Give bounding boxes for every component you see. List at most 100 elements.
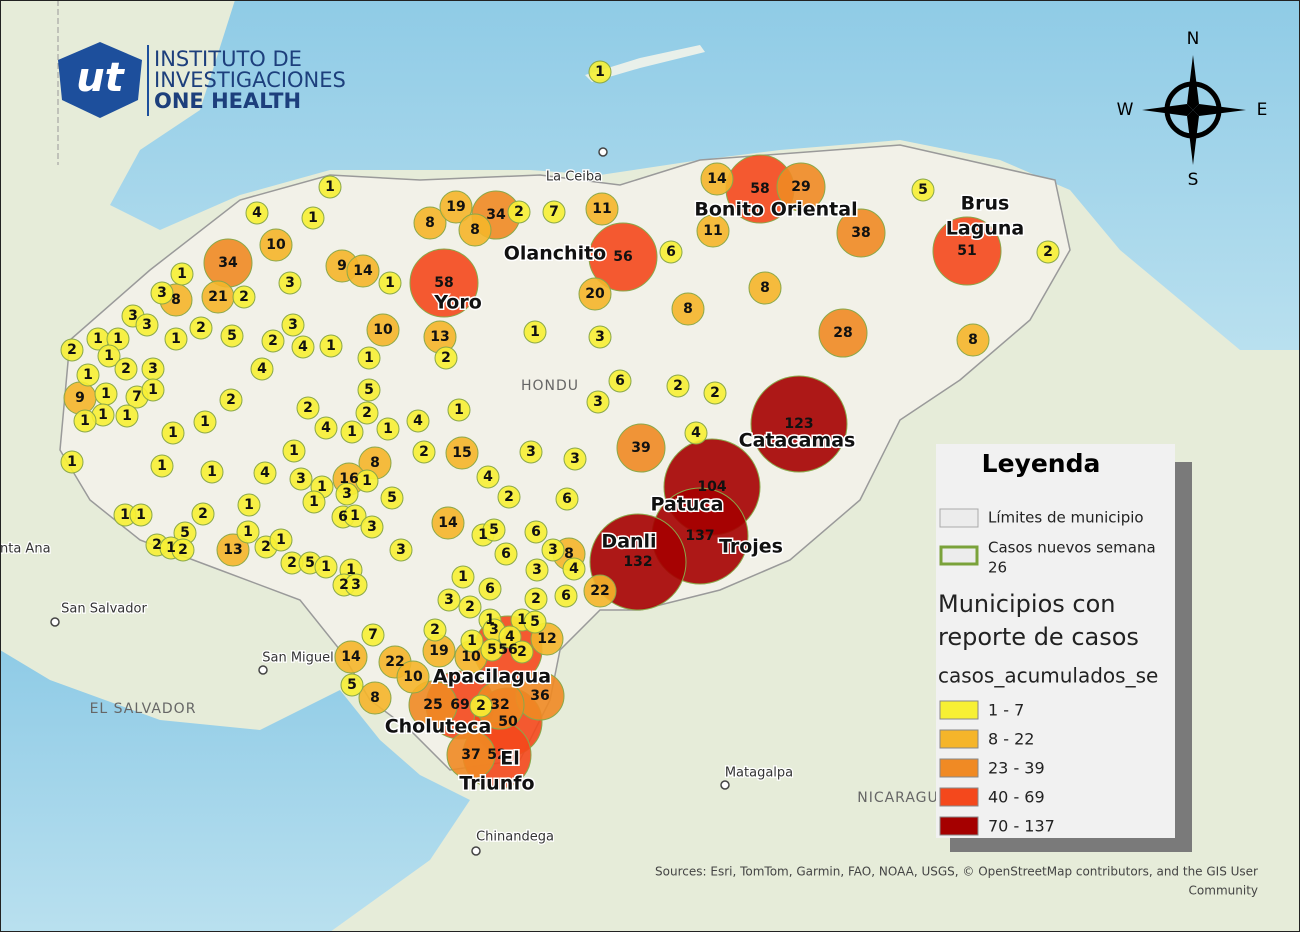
case-count: 1 (517, 612, 527, 628)
case-count: 1 (308, 210, 318, 226)
case-count: 4 (298, 339, 308, 355)
compass-arrow (1187, 55, 1199, 110)
case-count: 10 (266, 237, 286, 253)
municipality (498, 625, 522, 649)
case-count: 1 (467, 633, 477, 649)
case-count: 4 (505, 629, 515, 645)
municipality (191, 502, 215, 526)
case-count: 1 (177, 266, 187, 282)
case-count: 1 (120, 507, 130, 523)
municipality (291, 335, 315, 359)
municipality (376, 417, 400, 441)
case-count: 2 (268, 333, 278, 349)
municipality (671, 292, 705, 326)
case-count: 1 (289, 443, 299, 459)
region-name: Olanchito (504, 243, 606, 265)
municipality (482, 518, 506, 542)
municipality (150, 281, 174, 305)
case-count: 123 (784, 416, 813, 432)
compass: N E S W (1117, 29, 1268, 190)
case-count: 2 (465, 599, 475, 615)
case-count: 2 (710, 385, 720, 401)
case-count: 19 (429, 643, 448, 659)
case-count: 16 (339, 471, 358, 487)
case-count: 2 (517, 644, 527, 660)
case-count: 3 (367, 519, 377, 535)
municipality (164, 327, 188, 351)
case-count: 34 (486, 207, 506, 223)
place-name: Chinandega (476, 830, 554, 845)
case-count: 2 (198, 506, 208, 522)
case-count: 4 (257, 361, 267, 377)
case-count: 29 (791, 179, 810, 195)
case-count: 1 (383, 421, 393, 437)
legend-label: 26 (988, 559, 1007, 577)
municipality (588, 325, 612, 349)
municipality (344, 573, 368, 597)
case-count: 13 (430, 329, 449, 345)
region-name: Brus (961, 193, 1010, 215)
case-count: 2 (514, 204, 524, 220)
municipality (340, 673, 364, 697)
region-name: Trojes (719, 536, 783, 558)
municipality (314, 416, 338, 440)
case-count: 34 (218, 255, 238, 271)
municipality (507, 200, 531, 224)
municipality (956, 323, 990, 357)
legend-title: Leyenda (982, 449, 1101, 478)
case-count: 4 (691, 425, 701, 441)
municipality (60, 338, 84, 362)
place-name: San Miguel (262, 651, 334, 666)
municipality (97, 344, 121, 368)
place-name: NICARAGU (857, 790, 939, 806)
case-count: 3 (296, 471, 306, 487)
case-count: 5 (364, 382, 374, 398)
municipality (541, 538, 565, 562)
case-count: 5 (227, 328, 237, 344)
municipality (302, 490, 326, 514)
municipality (659, 240, 683, 264)
case-count: 6 (666, 244, 676, 260)
municipality (696, 214, 730, 248)
case-count: 1 (113, 331, 123, 347)
municipality (360, 515, 384, 539)
logo-line: INSTITUTO DE (154, 47, 302, 71)
municipality (748, 271, 782, 305)
municipality (236, 520, 260, 544)
case-count: 2 (476, 698, 486, 714)
case-count: 1 (93, 331, 103, 347)
legend-field: casos_acumulados_se (938, 664, 1158, 688)
case-count: 1 (244, 497, 254, 513)
municipality (478, 577, 502, 601)
case-count: 1 (98, 407, 108, 423)
municipality (586, 390, 610, 414)
municipality (281, 313, 305, 337)
city-dot (598, 147, 608, 157)
case-count: 3 (593, 394, 603, 410)
case-count: 1 (200, 414, 210, 430)
attribution: Sources: Esri, TomTom, Garmin, FAO, NOAA… (655, 865, 1258, 879)
legend-swatch (939, 816, 979, 836)
case-count: 10 (461, 649, 481, 665)
case-count: 58 (434, 275, 453, 291)
case-count: 3 (396, 542, 406, 558)
municipality (73, 409, 97, 433)
municipality (408, 680, 458, 730)
case-count: 8 (370, 455, 380, 471)
case-count: 37 (461, 747, 480, 763)
case-count: 21 (208, 289, 227, 305)
logo: ut INSTITUTO DE INVESTIGACIONES ONE HEAL… (58, 42, 346, 118)
municipality (700, 162, 734, 196)
case-count: 6 (338, 509, 348, 525)
municipality (510, 640, 534, 664)
case-count: 3 (526, 444, 536, 460)
case-count: 1 (166, 540, 176, 556)
case-count: 2 (441, 350, 451, 366)
municipality (480, 638, 504, 662)
municipality (703, 381, 727, 405)
region-name: El (500, 748, 520, 770)
municipality (150, 454, 174, 478)
municipality (200, 460, 224, 484)
municipality (141, 378, 165, 402)
